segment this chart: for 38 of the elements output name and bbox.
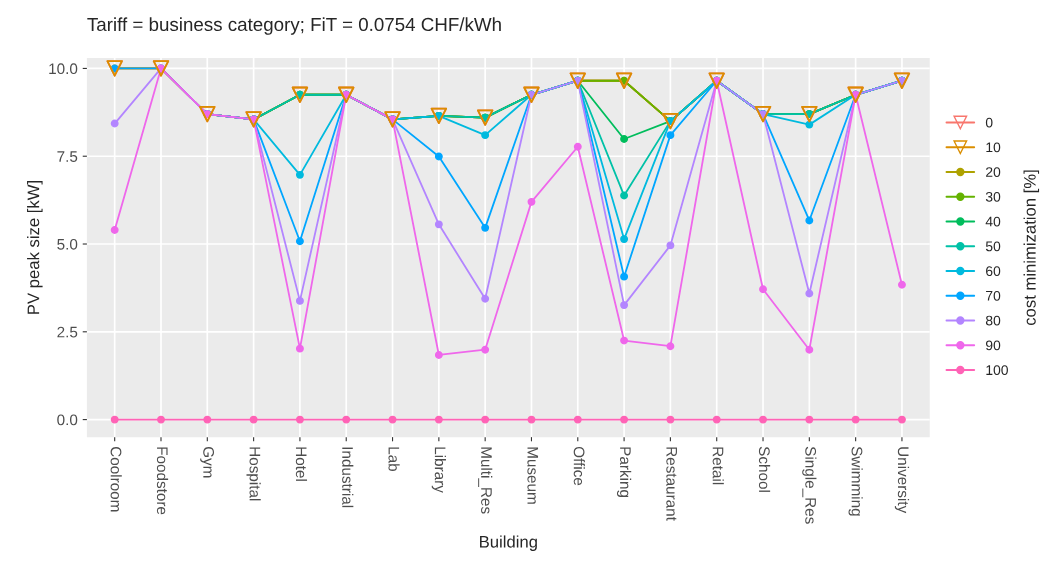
- legend-label: 40: [985, 216, 1001, 227]
- x-tick-label: Single_Res: [802, 446, 817, 524]
- legend-label: 0: [985, 117, 993, 128]
- x-tick-label: Gym: [200, 446, 215, 478]
- x-tick-label: Hospital: [246, 447, 261, 501]
- x-tick-label: Museum: [527, 447, 539, 504]
- x-tick-label: Foodstore: [156, 447, 169, 515]
- x-tick-label: Swimming: [848, 446, 863, 516]
- y-tick-label: 10.0: [49, 63, 78, 75]
- x-tick-label: University: [894, 447, 910, 514]
- x-tick-label: Restaurant: [666, 447, 677, 521]
- y-tick-label: 5.0: [57, 238, 78, 250]
- legend-label: 90: [985, 340, 1001, 351]
- x-tick-label: Hotel: [295, 447, 308, 481]
- x-tick-label: Industrial: [342, 447, 354, 508]
- legend-label: 20: [986, 167, 1001, 177]
- legend-label: 30: [985, 191, 1001, 202]
- x-tick-label: Office: [573, 446, 585, 486]
- y-axis-title: PV peak size [kW]: [27, 181, 43, 314]
- x-axis-title: Building: [480, 535, 537, 551]
- y-tick-label: 0.0: [57, 414, 78, 426]
- legend-label: 60: [986, 266, 1001, 276]
- x-tick-label: School: [758, 446, 771, 492]
- chart-title: Tariff = business category; FiT = 0.0754 CHF/kWh: [87, 17, 501, 35]
- x-tick-label: Library: [431, 447, 446, 493]
- legend-label: 10: [986, 142, 1001, 153]
- legend-label: 80: [985, 315, 1001, 326]
- legend-label: 100: [986, 365, 1008, 376]
- x-tick-label: Coolroom: [110, 446, 122, 512]
- y-tick-label: 2.5: [57, 326, 78, 338]
- y-tick-label: 7.5: [57, 151, 78, 162]
- x-tick-label: Retail: [712, 447, 724, 485]
- x-tick-label: Parking: [616, 447, 632, 497]
- legend-label: 70: [986, 290, 1001, 301]
- legend-label: 50: [985, 241, 1001, 252]
- x-tick-label: Multi_Res: [478, 447, 493, 514]
- legend-title: cost minimization [%]: [1023, 170, 1040, 326]
- x-tick-label: Lab: [388, 447, 400, 472]
